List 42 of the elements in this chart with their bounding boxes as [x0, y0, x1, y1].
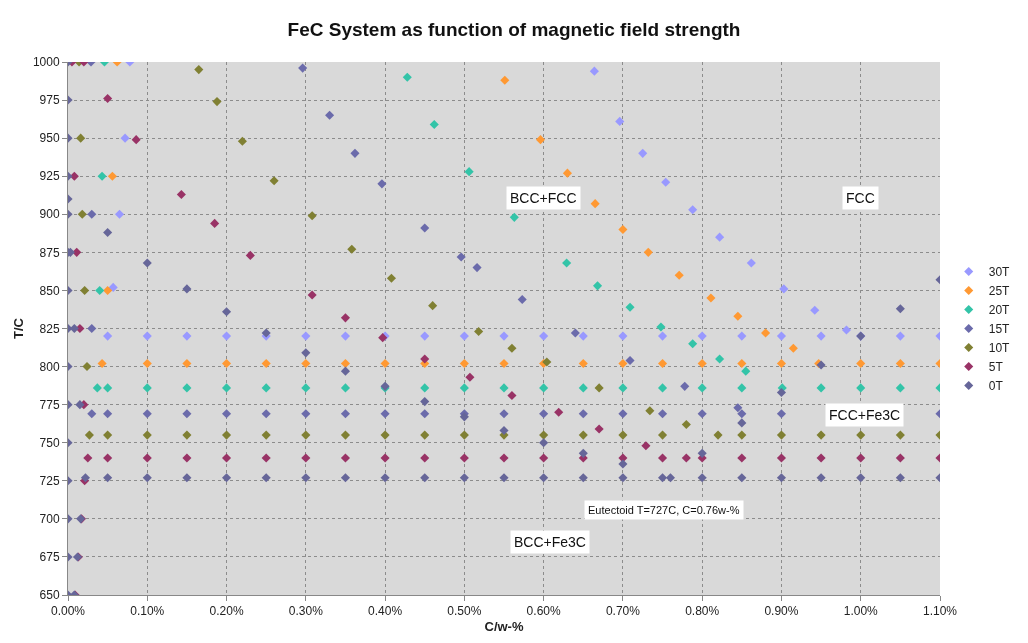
x-tick-label: 0.60% [526, 604, 561, 619]
y-tick-label: 650 [39, 588, 60, 603]
y-tick-label: 1000 [32, 55, 60, 70]
y-tick-label: 925 [39, 169, 60, 184]
x-tick-label: 1.00% [843, 604, 879, 619]
annotation: Eutectoid T=727C, C=0.76w-% [588, 504, 740, 516]
y-tick-label: 750 [39, 435, 60, 450]
annotation: FCC+Fe3C [829, 407, 901, 423]
x-tick-label: 0.80% [685, 604, 720, 619]
chart-title: FeC System as function of magnetic field strength [287, 18, 741, 40]
y-tick-label: 825 [39, 321, 60, 336]
x-tick-label: 0.90% [764, 604, 799, 619]
x-tick-label: 0.30% [288, 604, 324, 619]
x-tick-label: 0.00% [50, 604, 86, 619]
legend-label: 15T [988, 322, 1011, 337]
y-axis-title: T/C [10, 317, 26, 339]
legend-label: 30T [988, 265, 1011, 280]
y-tick-label: 725 [39, 473, 60, 488]
annotation: BCC+Fe3C [514, 534, 586, 550]
y-tick-label: 800 [39, 359, 60, 374]
y-tick-label: 875 [39, 245, 60, 260]
x-axis-title: C/w-% [484, 619, 524, 634]
annotation: BCC+FCC [510, 190, 577, 206]
x-tick-label: 0.70% [605, 604, 641, 619]
y-tick-label: 675 [39, 550, 60, 565]
legend-label: 5T [988, 360, 1004, 375]
y-tick-label: 950 [39, 131, 60, 146]
y-tick-label: 700 [39, 512, 60, 527]
y-tick-label: 975 [39, 93, 60, 108]
x-tick-label: 0.40% [368, 604, 403, 619]
x-tick-label: 0.20% [209, 604, 244, 619]
x-tick-label: 0.50% [447, 604, 482, 619]
legend-label: 25T [988, 284, 1011, 299]
y-tick-label: 900 [39, 207, 60, 222]
y-tick-label: 850 [39, 283, 60, 298]
annotation: FCC [846, 190, 875, 206]
legend-label: 20T [988, 303, 1011, 318]
y-tick-label: 775 [39, 397, 60, 412]
legend-label: 0T [988, 379, 1004, 394]
legend-label: 10T [988, 341, 1011, 356]
x-tick-label: 1.10% [922, 604, 958, 619]
x-tick-label: 0.10% [130, 604, 165, 619]
